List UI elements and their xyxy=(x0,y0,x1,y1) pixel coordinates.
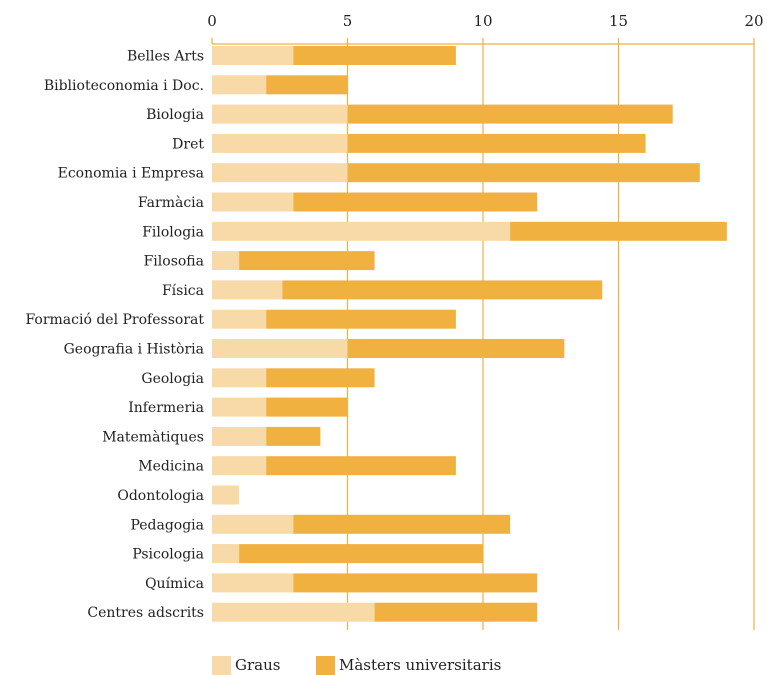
bar-masters xyxy=(266,426,321,446)
bar-masters xyxy=(266,397,348,417)
legend-swatch-graus xyxy=(212,656,231,675)
category-label: Química xyxy=(145,576,204,592)
x-tick-label: 5 xyxy=(343,12,353,30)
category-labels: Belles Arts Biblioteconomia i Doc. Biologi… xyxy=(25,49,204,622)
bar-masters xyxy=(347,133,646,153)
category-label: Belles Arts xyxy=(127,49,204,65)
category-label: Geografia i Història xyxy=(64,342,204,358)
bar-graus xyxy=(212,514,294,534)
bar-graus xyxy=(212,339,348,358)
bar-masters xyxy=(293,514,511,534)
bar-graus xyxy=(212,397,267,417)
category-label: Geologia xyxy=(141,371,204,387)
x-tick-label: 0 xyxy=(207,12,217,30)
bar-graus xyxy=(212,75,267,95)
bar-masters xyxy=(347,163,700,183)
category-label: Centres adscrits xyxy=(87,605,204,621)
bar-graus xyxy=(212,485,240,505)
category-label: Formació del Professorat xyxy=(25,312,204,328)
x-axis-ticks: 0 5 10 15 20 xyxy=(207,12,764,44)
x-tick-label: 15 xyxy=(609,12,628,30)
x-tick-label: 20 xyxy=(744,12,763,30)
bar-graus xyxy=(212,602,375,622)
legend-swatch-masters xyxy=(316,656,335,675)
category-label: Filologia xyxy=(142,224,204,240)
category-label: Psicologia xyxy=(132,547,204,563)
category-label: Economia i Empresa xyxy=(58,166,204,182)
bar-graus xyxy=(212,221,511,241)
bar-masters xyxy=(293,46,456,65)
bar-graus xyxy=(212,104,348,124)
bar-masters xyxy=(510,221,727,241)
bar-graus xyxy=(212,280,283,300)
category-label: Pedagogia xyxy=(130,517,204,533)
bar-graus xyxy=(212,368,267,388)
bar-graus xyxy=(212,133,348,153)
category-label: Matemàtiques xyxy=(102,428,204,445)
category-label: Infermeria xyxy=(128,400,204,416)
bar-masters xyxy=(239,544,483,564)
category-label: Odontologia xyxy=(117,488,204,504)
bar-masters xyxy=(347,104,673,124)
gridlines xyxy=(212,43,755,630)
bar-graus xyxy=(212,192,294,212)
bar-masters xyxy=(266,456,456,476)
bar-graus xyxy=(212,573,294,593)
bar-graus xyxy=(212,309,267,329)
x-tick-label: 10 xyxy=(473,12,492,30)
bar-masters xyxy=(266,368,375,388)
bar-masters xyxy=(374,602,538,622)
category-label: Dret xyxy=(172,136,204,152)
category-label: Filosofia xyxy=(144,254,204,270)
bar-graus xyxy=(212,251,240,271)
bar-masters xyxy=(282,280,603,300)
legend: Graus Màsters universitaris xyxy=(212,656,501,675)
bar-graus xyxy=(212,456,267,476)
bar-masters xyxy=(347,339,565,358)
legend-label-graus: Graus xyxy=(235,656,280,674)
bar-masters xyxy=(293,573,538,593)
category-label: Farmàcia xyxy=(138,194,204,211)
bar-graus xyxy=(212,544,240,564)
bar-masters xyxy=(293,192,538,212)
bar-masters xyxy=(266,75,348,95)
bar-graus xyxy=(212,426,267,446)
category-label: Biologia xyxy=(146,107,204,123)
category-label: Medicina xyxy=(138,459,204,475)
legend-label-masters: Màsters universitaris xyxy=(339,656,501,674)
category-label: Física xyxy=(162,283,204,299)
bar-masters xyxy=(239,251,375,271)
category-label: Biblioteconomia i Doc. xyxy=(44,78,204,94)
bars xyxy=(212,46,727,622)
bar-masters xyxy=(266,309,456,329)
bar-graus xyxy=(212,163,348,183)
bar-graus xyxy=(212,46,294,65)
